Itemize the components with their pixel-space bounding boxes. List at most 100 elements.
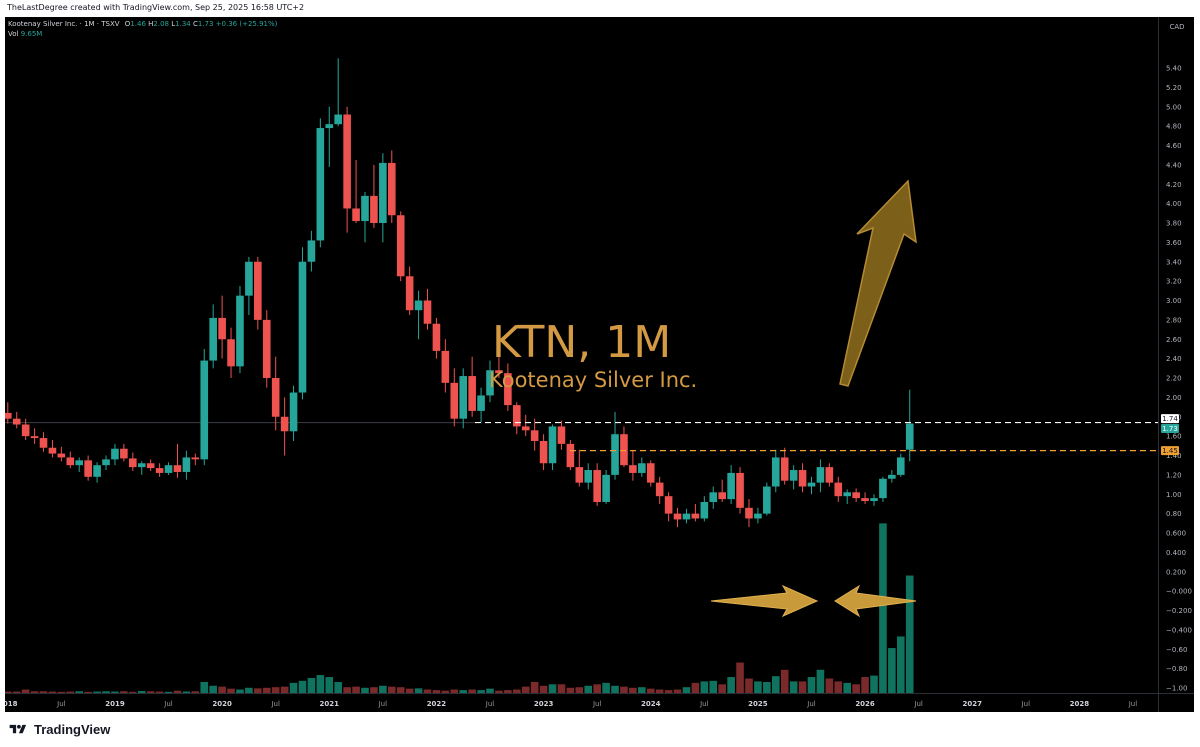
volume-bar: [763, 681, 771, 693]
candle-body: [352, 208, 360, 222]
candle: [173, 443, 182, 478]
volume-bar: [396, 687, 405, 693]
time-axis-scale[interactable]: 2018 Jul 2019 Jul 2020 Jul 2021 Jul 2022 Jul 2023 J…: [5, 694, 1158, 712]
volume-bar: [129, 691, 137, 693]
candle-body: [843, 492, 852, 497]
candle-body: [307, 240, 316, 262]
price-tick-label: −1.00: [1166, 685, 1187, 693]
time-axis[interactable]: 2018 Jul 2019 Jul 2020 Jul 2021 Jul 2022 Jul 2023 J…: [5, 693, 1158, 712]
up-arrow-icon[interactable]: [839, 179, 917, 387]
candle-body: [584, 470, 593, 483]
volume-bar: [638, 687, 646, 693]
candle: [771, 449, 780, 493]
plot-area[interactable]: KTN, 1M Kootenay Silver Inc. Kootenay Sil…: [5, 17, 1158, 693]
time-tick-label: 2020: [212, 700, 232, 708]
price-axis-scale[interactable]: CAD 5.40 5.20 5.00 4.80 4.60 4.40 4.20 4.00 3.80 3…: [1159, 17, 1194, 693]
price-marker: [1161, 414, 1179, 424]
time-tick-label: 2025: [748, 700, 768, 708]
candle-body: [816, 467, 825, 483]
candle: [763, 482, 771, 516]
candle: [861, 492, 869, 504]
volume-bar: [691, 682, 700, 693]
candle-body: [387, 162, 396, 216]
candle: [191, 453, 200, 466]
axis-corner: [1158, 693, 1194, 712]
chart-frame[interactable]: KTN, 1M Kootenay Silver Inc. Kootenay Sil…: [5, 17, 1194, 712]
candle-body: [316, 128, 325, 241]
attribution-text: TheLastDegree created with TradingView.c…: [7, 3, 305, 12]
candle-body: [905, 423, 914, 450]
price-tick-label: 3.60: [1166, 239, 1182, 247]
candle: [361, 192, 369, 243]
price-tick-label: 2.20: [1166, 375, 1182, 383]
volume-bar: [66, 691, 75, 693]
volume-bar: [280, 686, 289, 693]
candle: [111, 443, 119, 466]
volume-bar: [843, 682, 852, 693]
candle: [539, 434, 548, 471]
price-axis[interactable]: CAD 5.40 5.20 5.00 4.80 4.60 4.40 4.20 4.00 3.80 3…: [1158, 17, 1194, 693]
price-tick-label: 5.20: [1166, 84, 1182, 92]
candle-body: [825, 467, 834, 483]
candle-body: [146, 463, 155, 469]
candle-body: [691, 513, 700, 519]
candle-body: [852, 492, 860, 499]
volume-bar: [405, 688, 414, 693]
candle-body: [771, 457, 780, 487]
candle-body: [289, 392, 298, 432]
candle: [593, 463, 601, 506]
candle: [164, 462, 173, 475]
candle-body: [441, 350, 450, 383]
legend-symbol[interactable]: Kootenay Silver Inc. · 1M · TSXV: [8, 20, 120, 28]
tradingview-logo[interactable]: TradingView: [7, 722, 110, 737]
candle: [682, 508, 691, 524]
volume-bar: [870, 675, 878, 693]
candle: [486, 360, 494, 403]
price-tick-label: 4.20: [1166, 181, 1182, 189]
legend-close-label: C: [192, 20, 198, 28]
candle: [789, 465, 798, 490]
candle-body: [48, 447, 57, 454]
price-tick-label: −0.60: [1166, 646, 1187, 654]
candle-body: [102, 459, 110, 466]
candle-body: [754, 513, 762, 519]
candle-body: [495, 370, 503, 374]
candle: [584, 463, 593, 490]
candle: [200, 348, 209, 466]
volume-bar: [352, 686, 360, 693]
candle-body: [5, 412, 12, 419]
left-arrow-icon[interactable]: [834, 584, 917, 618]
candle: [638, 457, 646, 477]
volume-bar: [504, 690, 512, 693]
time-tick-label: Jul: [913, 700, 923, 708]
candle: [334, 58, 342, 127]
candle-body: [709, 492, 718, 502]
volume-bar: [655, 689, 664, 693]
candle: [441, 339, 450, 393]
price-tick-label: 3.40: [1166, 258, 1182, 266]
candle-body: [539, 440, 548, 464]
price-tick-label: 5.00: [1166, 103, 1182, 111]
chart-legend: Kootenay Silver Inc. · 1M · TSXV O1.46 H…: [8, 19, 277, 39]
candle: [807, 476, 816, 495]
candle-body: [93, 465, 101, 477]
candle: [852, 488, 860, 502]
volume-bar: [646, 688, 655, 693]
candle: [307, 230, 316, 272]
candle-body: [718, 492, 726, 500]
volume-bar: [905, 575, 914, 693]
candle-body: [807, 482, 816, 487]
candle: [271, 356, 280, 431]
candle: [245, 256, 253, 316]
volume-bar: [879, 523, 887, 693]
candle-body: [763, 486, 771, 514]
candle-body: [557, 426, 566, 444]
candle-body: [30, 436, 39, 439]
candle: [566, 440, 575, 471]
right-arrow-icon[interactable]: [710, 584, 819, 618]
volume-bar: [477, 690, 485, 693]
candle-body: [620, 434, 628, 466]
candle-body: [209, 317, 217, 361]
volume-bar: [468, 689, 476, 693]
